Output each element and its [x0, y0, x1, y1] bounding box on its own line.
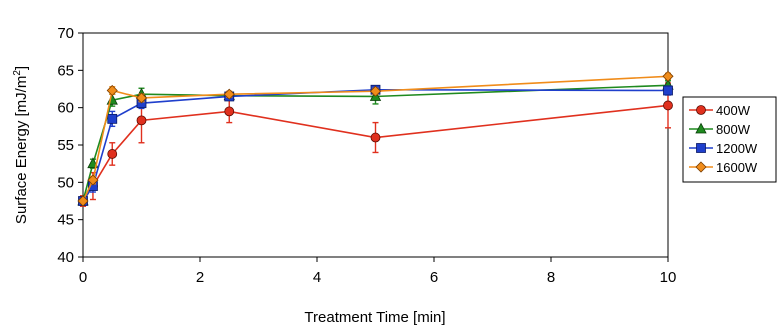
y-tick-label-60: 60	[57, 100, 74, 117]
legend-marker-1200W	[696, 143, 706, 153]
x-axis-title: Treatment Time [min]	[304, 309, 445, 326]
y-axis-title: Surface Energy [mJ/m2]	[12, 66, 30, 224]
y-tick-label-55: 55	[57, 137, 74, 154]
legend-marker-1600W	[695, 161, 707, 173]
y-axis-title-main: Surface Energy [mJ/m	[13, 76, 30, 224]
tick-labels: 40 45 50 55 60 65 70 0 2 4 6 8 10	[57, 25, 676, 286]
x-tick-label-8: 8	[547, 269, 555, 286]
data-point-1600W-5	[369, 85, 382, 97]
data-point-1600W-1	[87, 174, 99, 186]
plot-area	[77, 70, 674, 207]
data-point-1600W-6	[662, 70, 674, 82]
series-1600W	[77, 70, 674, 207]
x-tick-label-2: 2	[196, 269, 204, 286]
legend-label-400W: 400W	[716, 103, 751, 118]
legend-label-1200W: 1200W	[716, 141, 758, 156]
data-point-1200W-2	[107, 113, 118, 124]
axes	[78, 32, 669, 262]
y-tick-label-50: 50	[57, 174, 74, 191]
y-axis-title-sup: 2	[12, 70, 23, 76]
data-point-1600W-0	[77, 195, 89, 207]
y-tick-label-70: 70	[57, 25, 74, 42]
data-point-1200W-6	[663, 85, 673, 96]
data-point-400W-6	[663, 100, 673, 111]
x-tick-label-10: 10	[660, 269, 677, 286]
legend-label-800W: 800W	[716, 122, 751, 137]
legend-label-1600W: 1600W	[716, 160, 758, 175]
legend: 400W 800W 1200W 1600W	[682, 96, 777, 183]
data-point-400W-3	[136, 115, 147, 126]
data-point-1600W-4	[223, 88, 235, 100]
data-point-400W-2	[107, 149, 118, 159]
y-tick-label-45: 45	[57, 212, 74, 229]
data-point-400W-4	[224, 106, 235, 117]
x-tick-label-4: 4	[313, 269, 321, 286]
legend-marker-400W	[696, 105, 706, 115]
data-point-1600W-3	[135, 92, 148, 104]
x-tick-label-6: 6	[430, 269, 438, 286]
data-point-400W-5	[370, 132, 381, 143]
x-tick-label-0: 0	[79, 269, 87, 286]
y-tick-label-65: 65	[57, 62, 74, 79]
data-point-1600W-2	[106, 84, 118, 97]
y-axis-title-close: ]	[13, 66, 30, 70]
y-tick-label-40: 40	[57, 249, 74, 266]
legend-marker-800W	[695, 122, 707, 134]
